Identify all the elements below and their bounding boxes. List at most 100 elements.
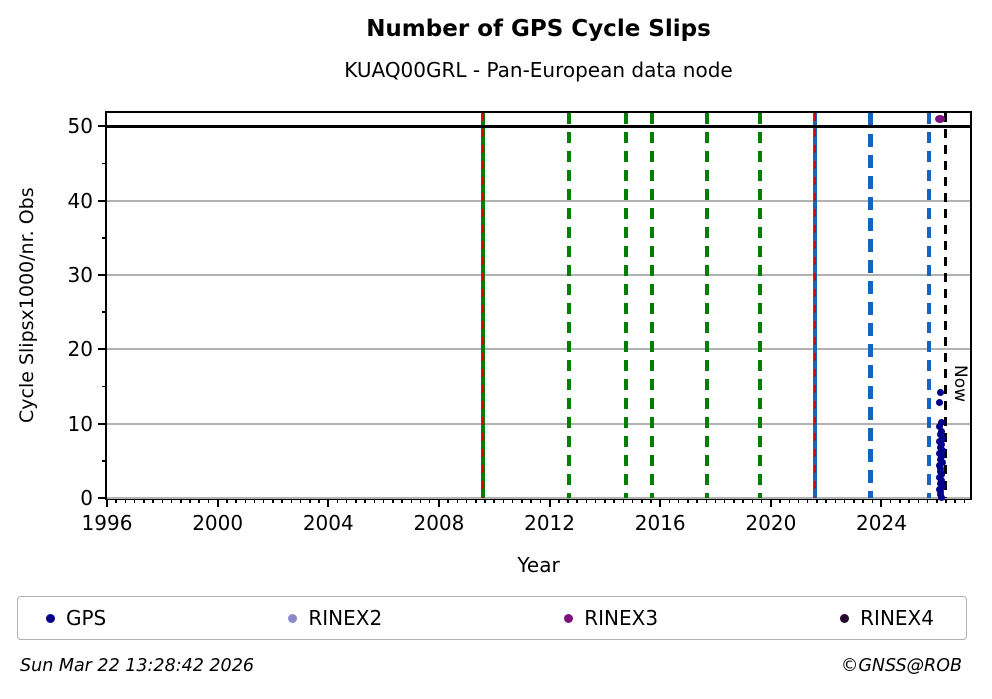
- x-minor-tick: [336, 498, 339, 503]
- y-tick-label: 30: [67, 263, 93, 288]
- x-minor-tick: [428, 498, 431, 503]
- x-minor-tick: [668, 498, 671, 503]
- x-tick-label: 1996: [81, 511, 133, 535]
- x-major-tick: [769, 498, 772, 507]
- grid-line: [107, 497, 970, 499]
- x-minor-tick: [392, 498, 394, 503]
- legend-item-rinex4: RINEX4: [840, 606, 934, 630]
- y-major-tick: [98, 125, 107, 128]
- x-minor-tick: [558, 498, 560, 503]
- x-tick-label: 2020: [745, 511, 797, 535]
- x-minor-tick: [115, 498, 117, 503]
- x-major-tick: [327, 498, 330, 507]
- x-minor-tick: [152, 498, 154, 503]
- x-minor-tick: [456, 498, 459, 503]
- x-minor-tick: [631, 498, 634, 503]
- legend-marker-rinex3-icon: [564, 613, 574, 623]
- y-minor-tick: [102, 311, 107, 313]
- x-minor-tick: [355, 498, 357, 503]
- x-minor-tick: [262, 498, 265, 503]
- legend: GPS RINEX2 RINEX3 RINEX4: [17, 596, 967, 640]
- chart-title: Number of GPS Cycle Slips: [366, 16, 711, 42]
- x-minor-tick: [751, 498, 754, 503]
- x-minor-tick: [502, 498, 505, 503]
- x-minor-tick: [401, 498, 403, 503]
- x-minor-tick: [742, 498, 744, 503]
- x-minor-tick: [714, 498, 717, 503]
- x-minor-tick: [594, 498, 597, 503]
- x-tick-label: 2012: [524, 511, 576, 535]
- data-point-rinex3: [934, 114, 945, 123]
- legend-item-rinex2: RINEX2: [288, 606, 382, 630]
- x-minor-tick: [244, 498, 247, 503]
- x-minor-tick: [825, 498, 827, 503]
- x-minor-tick: [318, 498, 320, 503]
- x-minor-tick: [207, 498, 210, 503]
- x-minor-tick: [475, 498, 477, 503]
- y-major-tick: [98, 497, 107, 499]
- x-major-tick: [437, 498, 440, 507]
- x-minor-tick: [567, 498, 569, 503]
- x-minor-tick: [889, 498, 892, 503]
- x-minor-tick: [576, 498, 578, 503]
- data-point-gps: [938, 418, 946, 426]
- x-minor-tick: [677, 498, 680, 503]
- data-point-gps: [937, 388, 945, 396]
- x-minor-tick: [834, 498, 837, 503]
- x-minor-tick: [521, 498, 523, 503]
- data-point-gps: [938, 482, 946, 490]
- x-minor-tick: [281, 498, 283, 503]
- y-major-tick: [98, 274, 107, 277]
- event-line: [649, 113, 654, 498]
- event-line: [705, 113, 710, 498]
- x-minor-tick: [806, 498, 809, 503]
- x-major-tick: [659, 498, 662, 507]
- legend-label: RINEX3: [584, 606, 659, 630]
- x-minor-tick: [862, 498, 864, 503]
- legend-marker-rinex2-icon: [288, 613, 298, 623]
- x-major-tick: [216, 498, 219, 507]
- event-line: [566, 113, 571, 498]
- x-minor-tick: [585, 498, 588, 503]
- x-minor-tick: [290, 498, 293, 503]
- x-minor-tick: [604, 498, 606, 503]
- data-point-gps: [938, 493, 945, 501]
- x-minor-tick: [511, 498, 514, 503]
- y-minor-tick: [102, 460, 107, 462]
- x-minor-tick: [161, 498, 164, 503]
- x-minor-tick: [843, 498, 846, 503]
- x-tick-label: 2016: [634, 511, 686, 535]
- x-tick-label: 2000: [192, 511, 244, 535]
- grid-line: [107, 199, 970, 202]
- x-minor-tick: [760, 498, 763, 503]
- chart-subtitle: KUAQ00GRL - Pan-European data node: [344, 58, 733, 82]
- x-minor-tick: [465, 498, 468, 503]
- event-line: [867, 113, 873, 498]
- x-minor-tick: [917, 498, 920, 503]
- x-tick-label: 2008: [413, 511, 465, 535]
- legend-label: RINEX4: [860, 606, 934, 630]
- y-major-tick: [98, 348, 107, 351]
- x-minor-tick: [345, 498, 348, 503]
- grid-line: [107, 348, 970, 351]
- x-minor-tick: [143, 498, 145, 503]
- x-minor-tick: [170, 498, 173, 503]
- limit-line: [107, 124, 970, 128]
- y-minor-tick: [102, 237, 107, 239]
- legend-item-rinex3: RINEX3: [564, 606, 658, 630]
- x-minor-tick: [253, 498, 256, 503]
- x-minor-tick: [410, 498, 412, 503]
- x-minor-tick: [963, 498, 966, 503]
- x-minor-tick: [779, 498, 781, 503]
- x-minor-tick: [853, 498, 855, 503]
- x-minor-tick: [954, 498, 956, 503]
- legend-marker-rinex4-icon: [840, 613, 850, 623]
- x-major-tick: [880, 498, 883, 507]
- x-minor-tick: [530, 498, 532, 503]
- data-point-gps: [937, 427, 945, 435]
- event-line: [757, 113, 762, 498]
- grid-line: [107, 422, 970, 425]
- x-minor-tick: [447, 498, 449, 503]
- timestamp-text: Sun Mar 22 13:28:42 2026: [20, 656, 254, 676]
- legend-label: GPS: [66, 606, 107, 630]
